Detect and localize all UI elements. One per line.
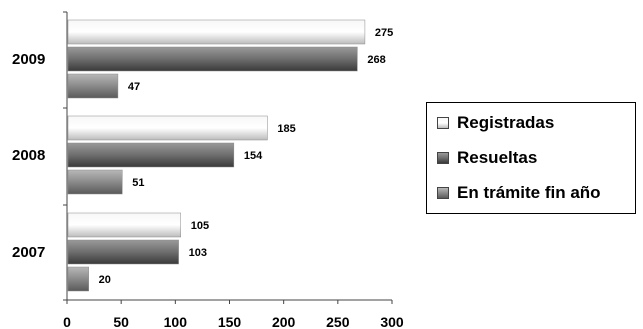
bar-resueltas-2007	[67, 239, 179, 265]
value-label-registradas-2007: 105	[191, 220, 209, 232]
value-label-en-tramite-fin-ano-2009: 47	[128, 81, 140, 93]
category-label-2008: 2008	[12, 147, 45, 164]
bar-en-tramite-fin-ano-2009	[67, 73, 119, 99]
bar-resueltas-2009	[67, 46, 358, 72]
x-tick-label: 300	[380, 314, 404, 329]
x-tick-label: 0	[63, 314, 71, 329]
bar-en-tramite-fin-ano-2007	[67, 266, 89, 292]
category-label-2009: 2009	[12, 51, 45, 68]
category-label-2007: 2007	[12, 244, 45, 261]
legend-swatch-registradas	[437, 117, 449, 129]
chart-axes	[63, 11, 393, 304]
legend-label-resueltas: Resueltas	[457, 148, 538, 167]
chart-labels: 0 50 100 150 200 250 300 2009 2008 2007 275 185 105 2…	[12, 27, 404, 329]
value-label-registradas-2008: 185	[277, 123, 295, 135]
bar-registradas-2008	[67, 115, 268, 141]
value-label-registradas-2009: 275	[375, 27, 393, 39]
legend-swatch-resueltas	[437, 152, 449, 164]
x-tick-label: 200	[272, 314, 296, 329]
legend: Registradas Resueltas En trámite fin año	[426, 102, 636, 214]
legend-item-registradas: Registradas	[437, 110, 554, 136]
bar-resueltas-2008	[67, 142, 235, 168]
legend-item-resueltas: Resueltas	[437, 145, 537, 171]
legend-swatch-en-tramite	[437, 187, 449, 199]
x-tick-label: 150	[218, 314, 242, 329]
bar-en-tramite-fin-ano-2008	[67, 169, 123, 195]
value-label-en-tramite-fin-ano-2008: 51	[132, 177, 144, 189]
value-label-resueltas-2008: 154	[244, 150, 263, 162]
chart-bars	[67, 19, 366, 292]
legend-label-registradas: Registradas	[457, 113, 555, 132]
legend-item-en-tramite: En trámite fin año	[437, 180, 601, 206]
value-label-en-tramite-fin-ano-2007: 20	[99, 274, 111, 286]
value-label-resueltas-2007: 103	[189, 247, 207, 259]
x-tick-label: 50	[113, 314, 129, 329]
x-tick-label: 250	[326, 314, 350, 329]
legend-label-en-tramite: En trámite fin año	[457, 183, 601, 202]
bar-registradas-2009	[67, 19, 366, 45]
value-label-resueltas-2009: 268	[367, 54, 385, 66]
bar-registradas-2007	[67, 212, 181, 238]
x-tick-label: 100	[164, 314, 188, 329]
